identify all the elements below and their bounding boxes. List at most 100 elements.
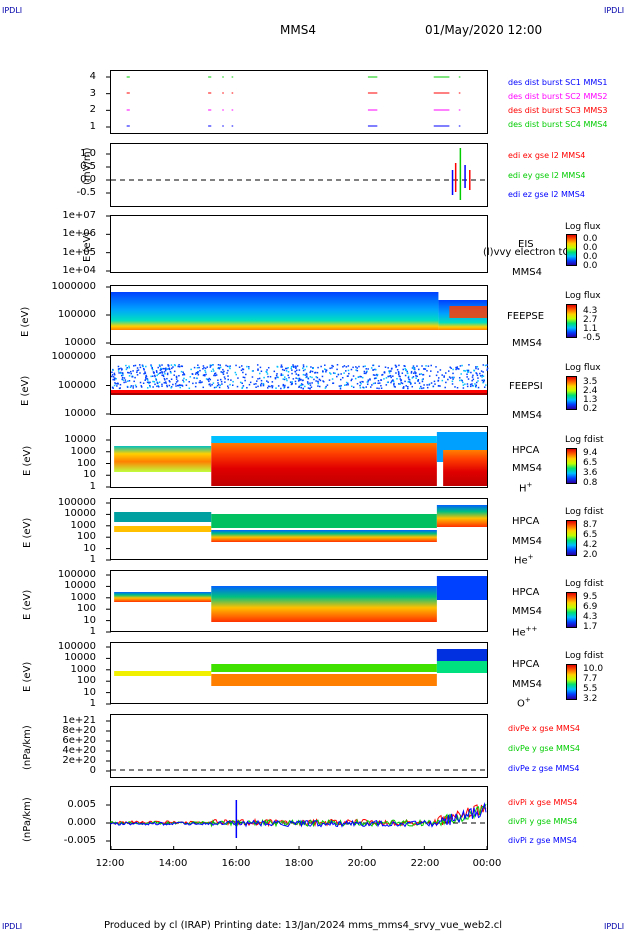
feepsi-speck <box>329 373 332 375</box>
feepsi-speck <box>292 378 295 380</box>
ytick-label: 10 <box>83 469 96 481</box>
feepsi-speck <box>271 381 274 383</box>
feepsi-speck <box>256 380 258 382</box>
feepsi-speck <box>480 370 483 372</box>
feepsi-speck <box>160 367 162 370</box>
feepsi-speck <box>280 366 282 368</box>
hpca-he1-main <box>211 530 437 542</box>
feepsi-speck <box>291 372 293 375</box>
ytick-label: 10000 <box>64 508 96 520</box>
feepsi-speck <box>173 374 175 376</box>
ytick-label: 1000000 <box>51 281 96 292</box>
feepsi-speck <box>229 383 231 386</box>
feepsi-speck <box>309 371 311 374</box>
feepsi-speck <box>451 380 454 383</box>
feepsi-speck <box>129 370 132 373</box>
feepsi-speck <box>238 366 241 369</box>
feepsi-speck <box>163 367 165 370</box>
feepsi-speck <box>466 385 469 388</box>
feepsi-speck <box>209 364 212 366</box>
feepsi-speck <box>355 369 357 371</box>
feepsi-speck <box>170 378 173 381</box>
legend-edi-ex: edi ex gse l2 MMS4 <box>508 151 586 160</box>
ylabel-divpi: (nPa/km) <box>22 797 33 842</box>
ytick-label: 10000 <box>64 337 96 348</box>
ytick-label: 0.005 <box>67 799 96 810</box>
feepsi-speck <box>318 385 321 388</box>
feepsi-speck <box>346 375 349 377</box>
feepsi-speck <box>183 372 185 375</box>
feepsi-speck <box>369 378 371 380</box>
feepsi-speck <box>310 370 312 372</box>
colorbar-hpca-he1 <box>566 520 577 556</box>
ytick-label: 1 <box>89 554 96 565</box>
feepsi-speck <box>153 374 156 377</box>
feepsi-speck <box>363 387 365 389</box>
feepsi-speck <box>309 382 311 384</box>
legend-burst-sc3: des dist burst SC3 MMS3 <box>508 106 608 115</box>
feepsi-speck <box>312 367 314 370</box>
feepsi-speck <box>357 376 360 378</box>
feepsi-speck <box>413 368 415 370</box>
feepsi-speck <box>412 366 415 369</box>
feepsi-speck <box>356 369 359 372</box>
feepsi-speck <box>309 376 312 378</box>
feepsi-speck <box>132 385 134 387</box>
feepsi-speck <box>321 375 324 378</box>
feepsi-speck <box>359 381 362 384</box>
feepsi-speck <box>167 365 170 367</box>
feepsi-speck <box>222 368 224 371</box>
feepsi-speck <box>227 387 230 389</box>
feepsi-speck <box>423 384 425 386</box>
feepsi-speck <box>300 378 302 381</box>
feepsi-speck <box>415 377 417 379</box>
feepsi-speck <box>477 380 479 382</box>
feepsi-speck <box>166 385 169 388</box>
feepsi-speck <box>486 369 488 371</box>
feepsi-speck <box>290 365 293 368</box>
feepsi-speck <box>477 386 480 389</box>
feepsi-speck <box>390 380 393 382</box>
species-he2: He++ <box>512 625 537 638</box>
feepsi-speck <box>472 385 475 387</box>
instrument-hpca-he2-sc: MMS4 <box>512 606 542 617</box>
feepsi-speck <box>144 371 146 373</box>
feepsi-speck <box>241 365 243 367</box>
feepsi-speck <box>285 378 288 380</box>
feepsi-speck <box>241 368 244 370</box>
feepsi-speck <box>412 365 415 367</box>
feepsi-speck <box>139 381 142 384</box>
feepsi-speck <box>455 366 457 369</box>
feepsi-speck <box>316 376 319 379</box>
feepsi-speck <box>482 380 485 383</box>
feepsi-speck <box>116 385 118 387</box>
ytick-label: 8e+20 <box>62 725 96 736</box>
ytick-label: 100 <box>76 603 96 615</box>
feepsi-speck <box>378 387 380 390</box>
feepsi-speck <box>356 382 359 385</box>
feepsi-speck <box>344 384 346 386</box>
feepsi-speck <box>418 373 421 376</box>
feepsi-speck <box>311 370 314 373</box>
ytick-label: 10 <box>83 614 96 626</box>
feepsi-speck <box>235 364 237 367</box>
feepsi-speck <box>392 375 394 377</box>
legend-burst-sc4: des dist burst SC4 MMS4 <box>508 120 608 129</box>
feepsi-speck <box>183 377 185 380</box>
feepsi-speck <box>422 378 424 380</box>
feepsi-speck <box>409 383 412 385</box>
feepsi-speck <box>377 382 379 385</box>
cbar-hpca-he2-v0: 9.5 <box>583 592 598 602</box>
feepsi-speck <box>277 385 280 387</box>
feepsi-speck <box>331 364 333 367</box>
feepsi-speck <box>158 385 160 388</box>
feepsi-speck <box>365 386 368 388</box>
feepsi-speck <box>291 382 293 385</box>
feepsi-speck <box>296 369 298 372</box>
feepsi-speck <box>393 384 395 386</box>
feepsi-speck <box>299 384 302 387</box>
feepsi-speck <box>209 366 212 368</box>
feepsi-speck <box>372 382 375 385</box>
feepsi-speck <box>288 376 290 379</box>
feepsi-speck <box>407 387 409 390</box>
